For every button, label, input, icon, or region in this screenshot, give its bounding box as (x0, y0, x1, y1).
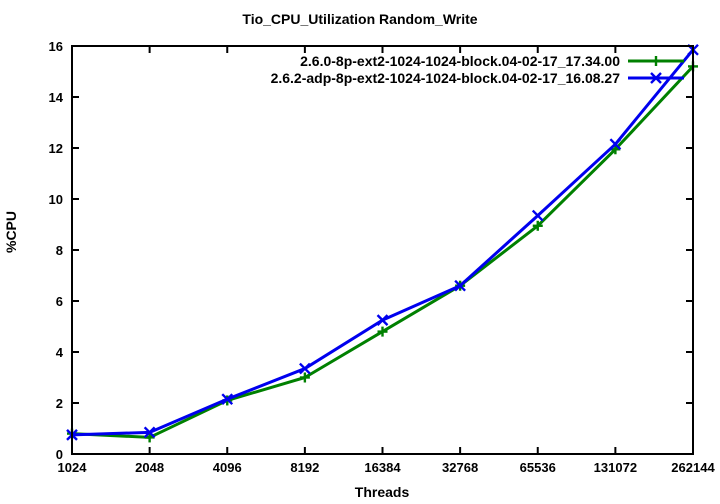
x-axis-title: Threads (355, 484, 410, 500)
plot-border (71, 45, 694, 455)
y-tick-label: 12 (49, 141, 63, 156)
legend-label-1: 2.6.2-adp-8p-ext2-1024-1024-block.04-02-… (271, 70, 621, 86)
legend-label-0: 2.6.0-8p-ext2-1024-1024-block.04-02-17_1… (300, 53, 620, 69)
x-tick-label: 16384 (364, 460, 401, 475)
x-tick-label: 8192 (290, 460, 319, 475)
y-tick-label: 10 (49, 192, 63, 207)
y-tick-label: 6 (56, 294, 63, 309)
series-marker-1 (454, 279, 466, 292)
series-marker-1 (143, 426, 156, 439)
chart-title: Tio_CPU_Utilization Random_Write (242, 11, 477, 27)
y-tick-label: 8 (56, 243, 63, 258)
series-marker-1 (531, 209, 544, 222)
tick-labels: 1024 2048 4096 8192 16384 32768 65536 131072 262… (49, 39, 716, 475)
y-tick-label: 14 (49, 90, 64, 105)
y-tick-label: 16 (49, 39, 63, 54)
x-tick-label: 4096 (213, 460, 242, 475)
axis-ticks (71, 45, 694, 455)
series-line-1 (70, 48, 695, 437)
series-marker-1 (299, 362, 311, 375)
x-tick-label: 262144 (671, 460, 715, 475)
data-series (66, 43, 699, 443)
y-tick-label: 2 (56, 396, 63, 411)
y-axis-title: %CPU (3, 211, 19, 253)
series-line-0 (70, 64, 695, 439)
y-tick-label: 0 (56, 447, 63, 462)
x-tick-label: 2048 (135, 460, 164, 475)
x-tick-label: 32768 (442, 460, 478, 475)
x-tick-label: 131072 (594, 460, 637, 475)
legend: 2.6.0-8p-ext2-1024-1024-block.04-02-17_1… (271, 53, 684, 86)
y-tick-label: 4 (56, 345, 64, 360)
x-tick-label: 65536 (520, 460, 556, 475)
x-tick-label: 1024 (58, 460, 88, 475)
legend-sample-marker-1 (650, 72, 662, 84)
series-marker-1 (221, 393, 234, 406)
series-marker-1 (609, 138, 622, 151)
series-marker-1 (376, 314, 389, 326)
